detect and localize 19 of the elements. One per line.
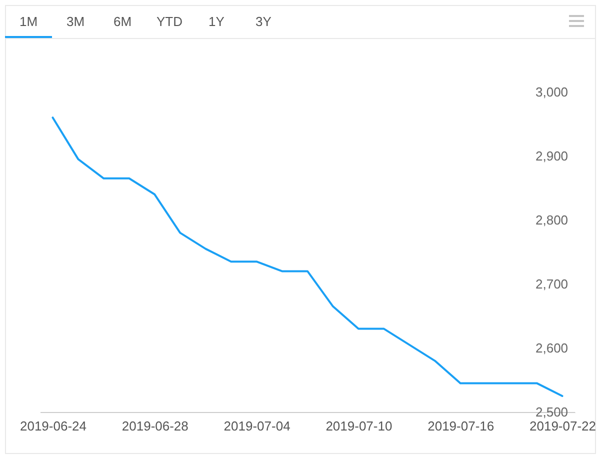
- x-tick-label: 2019-07-04: [224, 418, 290, 434]
- range-tab[interactable]: 3Y: [240, 5, 287, 38]
- menu-icon[interactable]: [569, 15, 584, 27]
- range-tab[interactable]: 1M: [5, 5, 52, 38]
- x-tick-label: 2019-07-10: [326, 418, 392, 434]
- x-tick-label: 2019-07-22: [530, 418, 596, 434]
- range-tab[interactable]: 6M: [99, 5, 146, 38]
- x-tick-label: 2019-06-28: [122, 418, 188, 434]
- range-tab[interactable]: 1Y: [193, 5, 240, 38]
- range-tab[interactable]: YTD: [146, 5, 193, 38]
- x-tick-label: 2019-07-16: [428, 418, 494, 434]
- y-tick-label: 2,800: [536, 212, 568, 228]
- y-tick-label: 2,500: [536, 404, 568, 420]
- y-tick-label: 2,600: [536, 340, 568, 356]
- x-tick-label: 2019-06-24: [20, 418, 86, 434]
- y-tick-label: 2,700: [536, 276, 568, 292]
- range-tab[interactable]: 3M: [52, 5, 99, 38]
- y-tick-label: 2,900: [536, 148, 568, 164]
- y-tick-label: 3,000: [536, 84, 568, 100]
